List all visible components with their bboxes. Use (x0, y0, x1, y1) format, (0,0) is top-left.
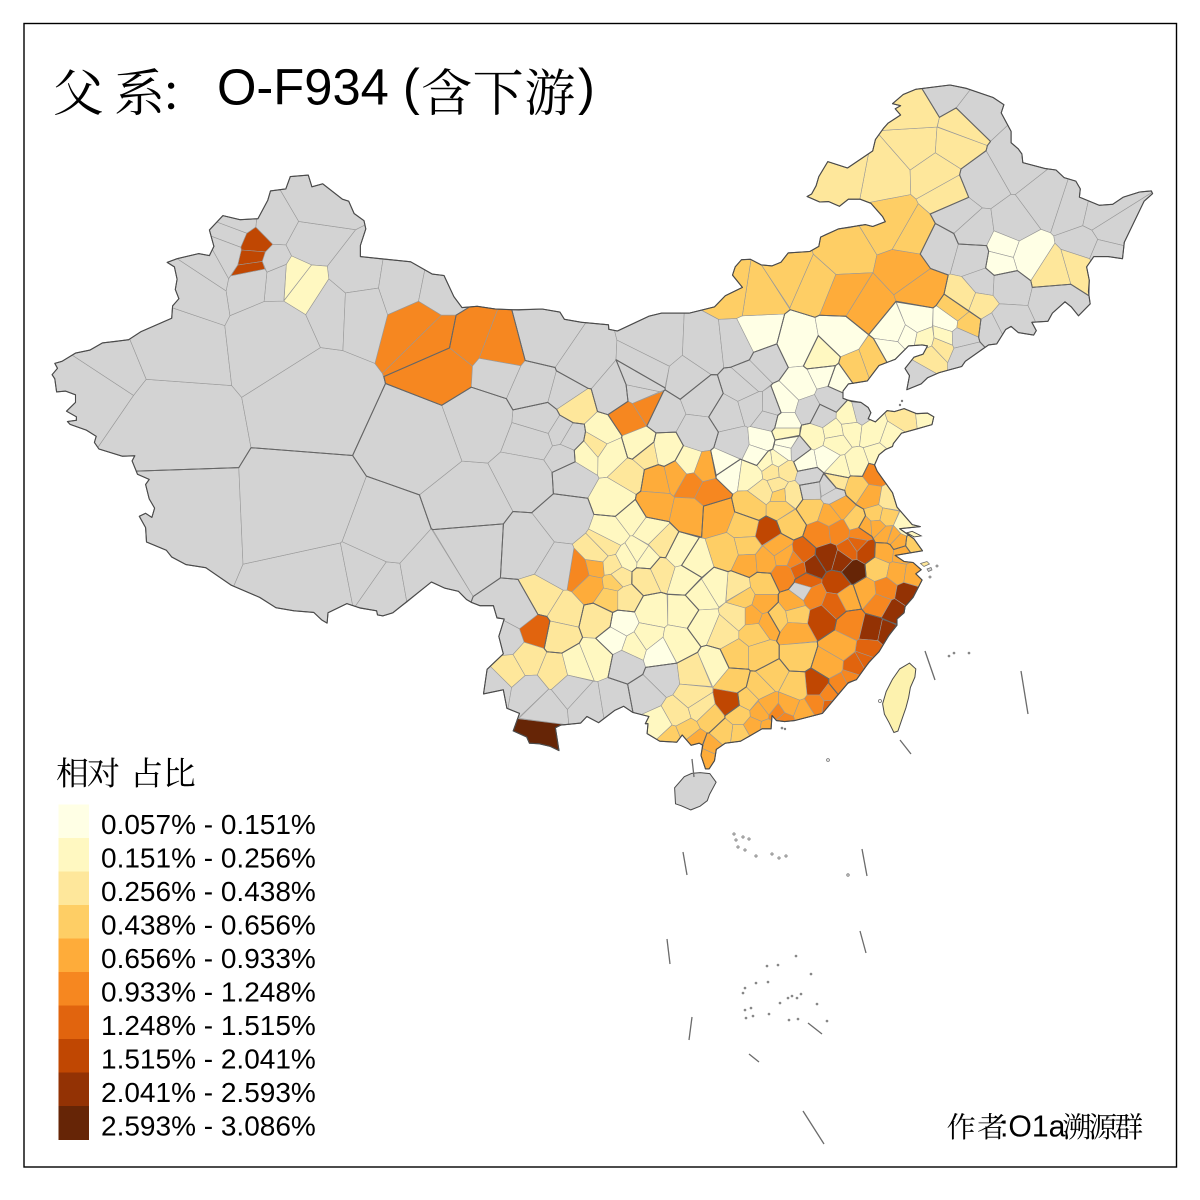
svg-text:2.593% - 3.086%: 2.593% - 3.086% (101, 1110, 316, 1141)
svg-text:): ) (578, 59, 595, 116)
svg-text:0.656% - 0.933%: 0.656% - 0.933% (101, 943, 316, 974)
svg-text:0.057% - 0.151%: 0.057% - 0.151% (101, 809, 316, 840)
svg-text:1.515% - 2.041%: 1.515% - 2.041% (101, 1043, 316, 1074)
svg-text:1.248% - 1.515%: 1.248% - 1.515% (101, 1010, 316, 1041)
svg-text:0.151% - 0.256%: 0.151% - 0.256% (101, 842, 316, 873)
svg-text:O-F934 (: O-F934 ( (217, 59, 420, 116)
svg-text:0.933% - 1.248%: 0.933% - 1.248% (101, 976, 316, 1007)
svg-text::O1a: :O1a (1000, 1110, 1066, 1143)
svg-text:0.256% - 0.438%: 0.256% - 0.438% (101, 876, 316, 907)
svg-text:2.041% - 2.593%: 2.041% - 2.593% (101, 1077, 316, 1108)
svg-text:0.438% - 0.656%: 0.438% - 0.656% (101, 909, 316, 940)
